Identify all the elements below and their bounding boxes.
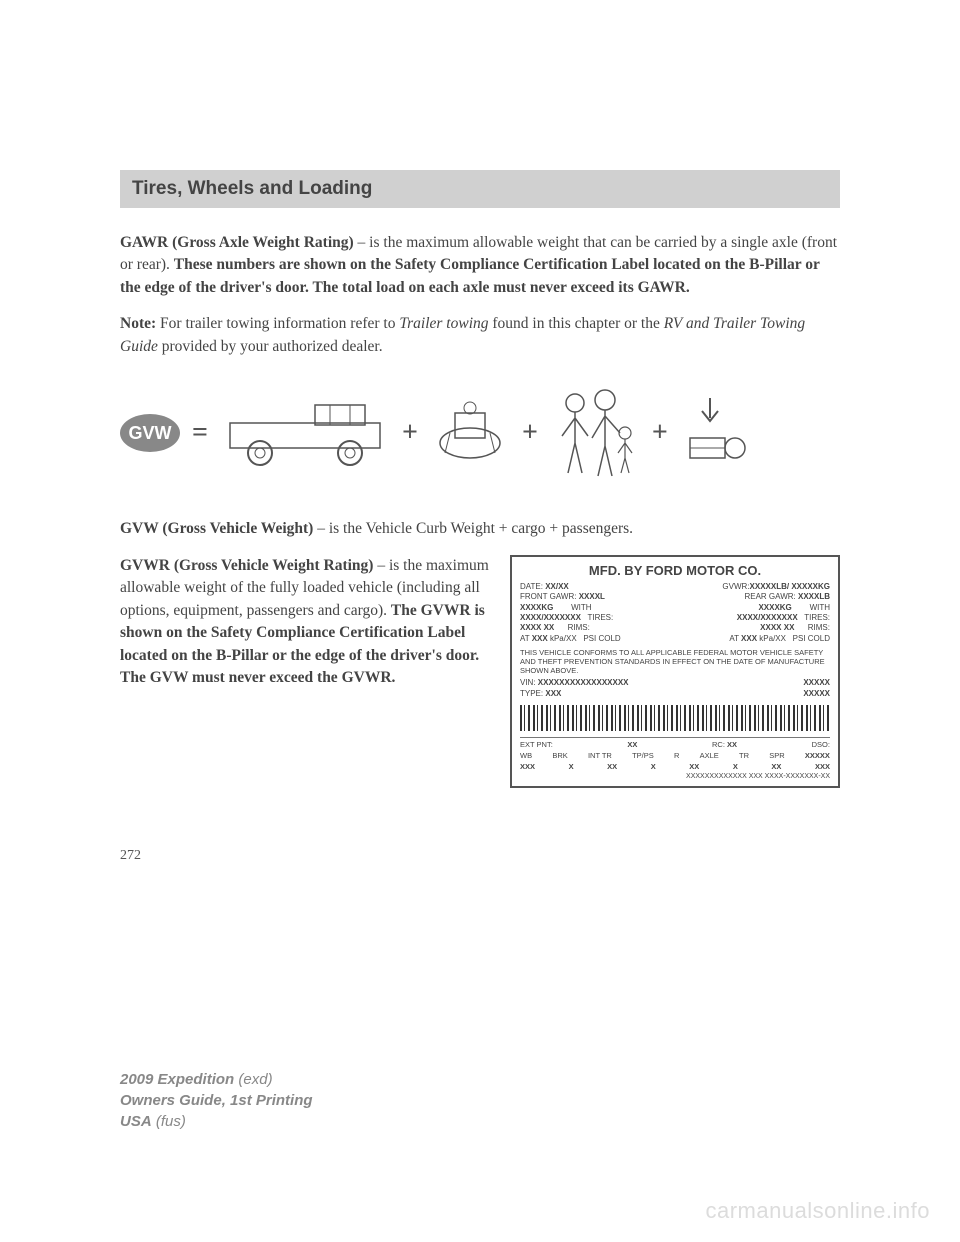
val: XXXXX [803, 689, 830, 698]
val: XX [771, 762, 781, 771]
lbl: VIN: [520, 678, 536, 687]
compliance-label: MFD. BY FORD MOTOR CO. DATE: XX/XX GVWR:… [510, 555, 840, 788]
lbl: DSO: [812, 740, 830, 749]
tongue-load-icon [680, 393, 760, 473]
val: XXXX XX [520, 623, 554, 632]
plus-sign: + [648, 417, 672, 449]
val: XXXXLB [798, 592, 830, 601]
val: XX [727, 740, 737, 749]
val: X [651, 762, 656, 771]
lbl: RIMS: [808, 623, 830, 632]
val: XXXX/XXXXXXX [520, 613, 581, 622]
gvw-equation-illustration: GVW = + + + [120, 388, 840, 478]
text: found in this chapter or the [489, 315, 664, 332]
page-number: 272 [120, 848, 840, 864]
val: XX/XX [545, 582, 569, 591]
lbl: FRONT GAWR: [520, 592, 576, 601]
val: XXXXX [803, 678, 830, 687]
lbl: PSI COLD [793, 634, 830, 643]
val: XXX [532, 634, 548, 643]
barcode-icon [520, 705, 830, 731]
term-gvw: GVW (Gross Vehicle Weight) [120, 520, 313, 537]
val: XXXXX [805, 751, 830, 760]
cargo-icon [430, 393, 510, 473]
text: For trailer towing information refer to [156, 315, 399, 332]
lbl: GVWR: [722, 582, 749, 591]
lbl: INT TR [588, 751, 612, 760]
val: XXXX XX [760, 623, 794, 632]
val: XXX [741, 634, 757, 643]
lbl: WITH [571, 603, 591, 612]
text: – is the Vehicle Curb Weight + cargo + p… [313, 520, 633, 537]
lbl: BRK [552, 751, 567, 760]
val: X [733, 762, 738, 771]
term-gawr: GAWR (Gross Axle Weight Rating) [120, 234, 354, 251]
val: XXXXXXXXXXXXXXXXX [538, 678, 629, 687]
section-header: Tires, Wheels and Loading [120, 170, 840, 208]
lbl: WB [520, 751, 532, 760]
lbl: PSI COLD [583, 634, 620, 643]
lbl: kPa/XX [550, 634, 577, 643]
truck-icon [220, 393, 390, 473]
lbl: AXLE [700, 751, 719, 760]
footer: 2009 Expedition (exd) Owners Guide, 1st … [120, 1069, 313, 1132]
text-bold: These numbers are shown on the Safety Co… [120, 256, 820, 295]
val: XXXXL [579, 592, 605, 601]
footer-model: 2009 Expedition [120, 1071, 234, 1088]
lbl: EXT PNT: [520, 740, 553, 749]
term-gvwr: GVWR (Gross Vehicle Weight Rating) [120, 557, 373, 574]
text: provided by your authorized dealer. [158, 338, 383, 355]
val: XX [689, 762, 699, 771]
lbl: SPR [769, 751, 784, 760]
val: XXX [815, 762, 830, 771]
val: XXXXKG [758, 603, 791, 612]
equals-sign: = [188, 417, 212, 449]
note-label: Note: [120, 315, 156, 332]
lbl: TIRES: [804, 613, 830, 622]
passengers-icon [550, 388, 640, 478]
compliance-text: THIS VEHICLE CONFORMS TO ALL APPLICABLE … [520, 648, 830, 675]
lbl: TR [739, 751, 749, 760]
val: XX [627, 740, 637, 749]
val: XXXX/XXXXXXX [737, 613, 798, 622]
val: X [569, 762, 574, 771]
val: XXX [520, 762, 535, 771]
lbl: RIMS: [568, 623, 590, 632]
lbl: RC: [712, 740, 725, 749]
lbl: TP/PS [632, 751, 654, 760]
lbl: TIRES: [587, 613, 613, 622]
lbl: kPa/XX [759, 634, 786, 643]
footer-code: (fus) [152, 1113, 186, 1130]
lbl: AT [520, 634, 529, 643]
italic: Trailer towing [399, 315, 488, 332]
lbl: R [674, 751, 679, 760]
para-note: Note: For trailer towing information ref… [120, 313, 840, 358]
plus-sign: + [398, 417, 422, 449]
plus-sign: + [518, 417, 542, 449]
lbl: DATE: [520, 582, 543, 591]
label-serial: XXXXXXXXXXXXX XXX XXXX-XXXXXXX-XX [520, 773, 830, 780]
val: XX [607, 762, 617, 771]
footer-code: (exd) [234, 1071, 272, 1088]
para-gvwr: GVWR (Gross Vehicle Weight Rating) – is … [120, 555, 490, 690]
watermark: carmanualsonline.info [705, 1198, 930, 1224]
lbl: TYPE: [520, 689, 543, 698]
footer-guide: Owners Guide, 1st Printing [120, 1090, 313, 1111]
val: XXXXKG [520, 603, 553, 612]
para-gawr: GAWR (Gross Axle Weight Rating) – is the… [120, 232, 840, 299]
label-title: MFD. BY FORD MOTOR CO. [520, 563, 830, 578]
lbl: WITH [810, 603, 830, 612]
val: XXX [545, 689, 561, 698]
gvw-badge-icon: GVW [120, 414, 180, 452]
lbl: AT [729, 634, 738, 643]
lbl: REAR GAWR: [744, 592, 795, 601]
footer-region: USA [120, 1113, 152, 1130]
para-gvw: GVW (Gross Vehicle Weight) – is the Vehi… [120, 518, 840, 540]
val: XXXXXLB/ XXXXXKG [750, 582, 830, 591]
